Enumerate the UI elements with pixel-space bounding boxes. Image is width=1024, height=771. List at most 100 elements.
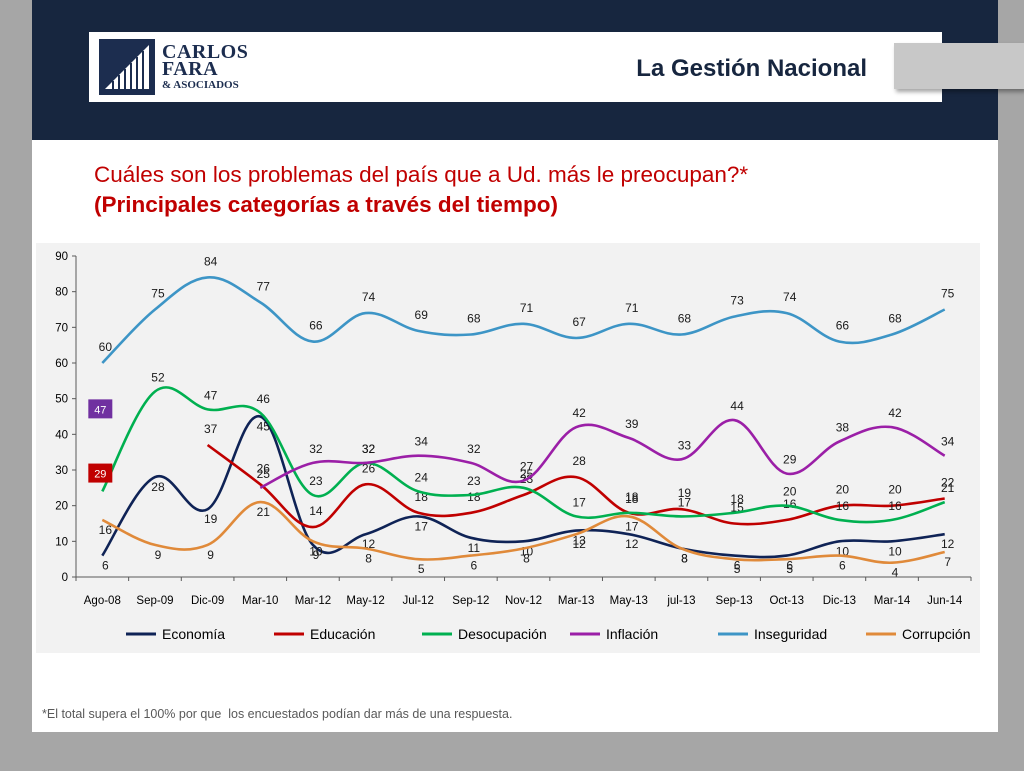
data-label-economia: 12 xyxy=(941,537,955,551)
y-tick-label: 60 xyxy=(55,358,68,370)
data-label-inflacion: 27 xyxy=(520,460,534,474)
data-label-desocupacion: 47 xyxy=(204,388,218,402)
question-subtitle: (Principales categorías a través del tie… xyxy=(94,192,558,217)
data-label-inflacion: 42 xyxy=(888,406,902,420)
data-label-corrupcion: 16 xyxy=(99,523,113,537)
legend-label-inseguridad: Inseguridad xyxy=(754,626,827,642)
data-label-inseguridad: 68 xyxy=(467,311,481,325)
data-label-inflacion: 42 xyxy=(572,406,586,420)
data-label-inseguridad: 60 xyxy=(99,340,113,354)
data-label-corrupcion: 7 xyxy=(944,555,951,569)
data-label-economia: 8 xyxy=(681,551,688,565)
data-label-corrupcion: 9 xyxy=(155,548,162,562)
data-label-economia: 6 xyxy=(102,559,109,573)
annotation-box xyxy=(88,399,113,419)
logo-mark-icon xyxy=(99,39,155,95)
header-band: CARLOS FARA & ASOCIADOS La Gestión Nacio… xyxy=(32,0,998,140)
data-label-economia: 28 xyxy=(151,480,165,494)
data-label-corrupcion: 12 xyxy=(572,537,586,551)
logo-text-asociados: & ASOCIADOS xyxy=(162,79,239,91)
data-label-inseguridad: 71 xyxy=(520,301,534,315)
data-label-desocupacion: 18 xyxy=(730,492,744,506)
data-label-inseguridad: 68 xyxy=(888,311,902,325)
data-label-desocupacion: 16 xyxy=(888,499,902,513)
data-label-educacion: 20 xyxy=(836,483,850,497)
y-tick-label: 90 xyxy=(55,251,68,263)
y-tick-label: 50 xyxy=(55,394,68,406)
x-tick-label: Sep-12 xyxy=(452,595,489,607)
data-label-economia: 10 xyxy=(888,544,902,558)
annotation-label: 47 xyxy=(94,404,106,416)
x-tick-label: Dic-13 xyxy=(823,595,856,607)
x-tick-label: Sep-09 xyxy=(136,595,173,607)
data-label-economia: 9 xyxy=(313,548,320,562)
data-label-economia: 45 xyxy=(257,420,271,434)
data-label-inseguridad: 66 xyxy=(309,319,323,333)
data-label-corrupcion: 21 xyxy=(257,505,271,519)
data-label-corrupcion: 6 xyxy=(471,559,478,573)
data-label-desocupacion: 21 xyxy=(941,481,955,495)
data-label-economia: 17 xyxy=(415,519,429,533)
data-label-educacion: 28 xyxy=(572,454,586,468)
legend-label-desocupacion: Desocupación xyxy=(458,626,547,642)
x-tick-label: Sep-13 xyxy=(716,595,753,607)
data-label-inseguridad: 75 xyxy=(151,287,165,301)
y-tick-label: 40 xyxy=(55,429,68,441)
x-tick-label: Mar-14 xyxy=(874,595,911,607)
line-chart: 0 10 20 30 40 50 60 70 80 90 Ago-08 Sep-09 Dic-09 Mar… xyxy=(55,251,972,642)
data-label-economia: 6 xyxy=(786,559,793,573)
data-label-economia: 12 xyxy=(625,537,639,551)
data-label-desocupacion: 32 xyxy=(362,442,376,456)
legend-label-economia: Economía xyxy=(162,626,225,642)
data-label-corrupcion: 5 xyxy=(786,562,793,576)
data-label-inseguridad: 68 xyxy=(678,311,692,325)
data-label-corrupcion: 8 xyxy=(523,551,530,565)
legend-label-inflacion: Inflación xyxy=(606,626,658,642)
side-tab xyxy=(894,43,1024,89)
x-tick-label: Mar-12 xyxy=(295,595,331,607)
data-label-inflacion: 32 xyxy=(467,442,481,456)
data-label-inflacion: 34 xyxy=(941,435,955,449)
y-tick-label: 0 xyxy=(62,572,68,584)
x-tick-label: Oct-13 xyxy=(769,595,804,607)
x-tick-label: Ago-08 xyxy=(84,595,121,607)
series-line-educacion xyxy=(206,443,945,529)
data-label-inseguridad: 67 xyxy=(572,315,586,329)
data-label-inflacion: 32 xyxy=(309,442,323,456)
data-label-economia: 6 xyxy=(734,559,741,573)
data-label-educacion: 20 xyxy=(888,483,902,497)
footnote: *El total supera el 100% por que los enc… xyxy=(42,707,513,721)
data-label-corrupcion: 5 xyxy=(734,562,741,576)
data-label-corrupcion: 6 xyxy=(839,559,846,573)
section-title: La Gestión Nacional xyxy=(636,55,867,82)
data-label-corrupcion: 8 xyxy=(681,551,688,565)
y-tick-label: 10 xyxy=(55,536,68,548)
data-label-desocupacion: 23 xyxy=(467,474,481,488)
x-tick-label: Jun-14 xyxy=(927,595,963,607)
data-label-inflacion: 38 xyxy=(836,420,850,434)
series-line-inseguridad xyxy=(101,276,946,364)
data-label-inflacion: 32 xyxy=(362,442,376,456)
data-label-educacion: 22 xyxy=(941,476,955,490)
data-label-economia: 11 xyxy=(468,541,481,555)
data-label-inflacion: 39 xyxy=(625,417,639,431)
x-tick-label: jul-13 xyxy=(666,595,695,607)
data-label-inseguridad: 69 xyxy=(415,308,429,322)
x-tick-label: May-12 xyxy=(346,595,384,607)
question-title: Cuáles son los problemas del país que a … xyxy=(94,162,749,187)
data-label-desocupacion: 20 xyxy=(783,485,797,499)
data-label-corrupcion: 10 xyxy=(309,544,323,558)
chart-area: 0 10 20 30 40 50 60 70 80 90 Ago-08 Sep-09 Dic-09 Mar… xyxy=(36,243,980,653)
data-label-inseguridad: 75 xyxy=(941,287,955,301)
x-tick-label: Mar-10 xyxy=(242,595,278,607)
data-label-inflacion: 34 xyxy=(415,435,429,449)
data-label-educacion: 18 xyxy=(625,490,639,504)
data-label-corrupcion: 9 xyxy=(207,548,214,562)
data-label-corrupcion: 17 xyxy=(625,519,639,533)
logo-text-fara: FARA xyxy=(162,58,219,80)
data-label-desocupacion: 17 xyxy=(572,495,586,509)
data-label-educacion: 14 xyxy=(309,504,323,518)
x-tick-label: May-13 xyxy=(610,595,648,607)
data-label-desocupacion: 18 xyxy=(625,492,639,506)
data-label-inseguridad: 71 xyxy=(625,301,639,315)
